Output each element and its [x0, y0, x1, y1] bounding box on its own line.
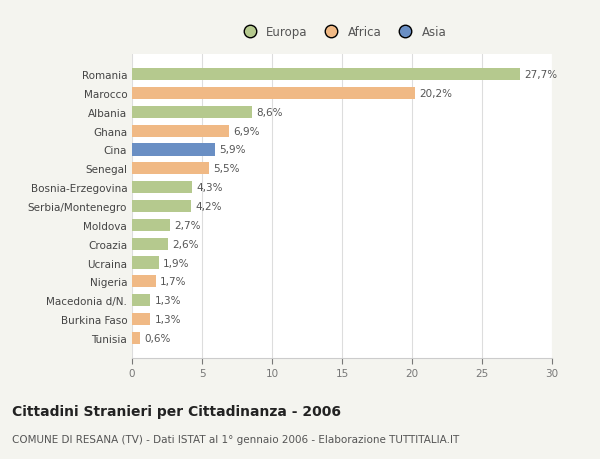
Text: COMUNE DI RESANA (TV) - Dati ISTAT al 1° gennaio 2006 - Elaborazione TUTTITALIA.: COMUNE DI RESANA (TV) - Dati ISTAT al 1°…: [12, 434, 459, 444]
Text: 27,7%: 27,7%: [524, 70, 557, 80]
Text: 2,6%: 2,6%: [173, 239, 199, 249]
Bar: [132, 106, 253, 119]
Bar: [132, 276, 156, 288]
Bar: [132, 201, 191, 213]
Text: 5,9%: 5,9%: [219, 145, 245, 155]
Bar: [132, 294, 150, 307]
Text: 0,6%: 0,6%: [145, 333, 171, 343]
Text: 1,7%: 1,7%: [160, 277, 187, 287]
Bar: [132, 182, 192, 194]
Bar: [132, 125, 229, 137]
Bar: [132, 144, 215, 156]
Bar: [132, 332, 140, 344]
Text: 20,2%: 20,2%: [419, 89, 452, 99]
Text: 2,7%: 2,7%: [174, 220, 200, 230]
Bar: [132, 313, 150, 325]
Bar: [132, 219, 170, 231]
Bar: [132, 69, 520, 81]
Bar: [132, 257, 158, 269]
Text: 1,3%: 1,3%: [154, 296, 181, 306]
Text: 5,5%: 5,5%: [213, 164, 240, 174]
Bar: [132, 163, 209, 175]
Legend: Europa, Africa, Asia: Europa, Africa, Asia: [233, 22, 451, 44]
Bar: [132, 88, 415, 100]
Text: 6,9%: 6,9%: [233, 126, 259, 136]
Text: Cittadini Stranieri per Cittadinanza - 2006: Cittadini Stranieri per Cittadinanza - 2…: [12, 404, 341, 418]
Text: 4,2%: 4,2%: [195, 202, 221, 212]
Text: 1,9%: 1,9%: [163, 258, 190, 268]
Bar: [132, 238, 169, 250]
Text: 1,3%: 1,3%: [154, 314, 181, 325]
Text: 8,6%: 8,6%: [257, 107, 283, 118]
Text: 4,3%: 4,3%: [196, 183, 223, 193]
